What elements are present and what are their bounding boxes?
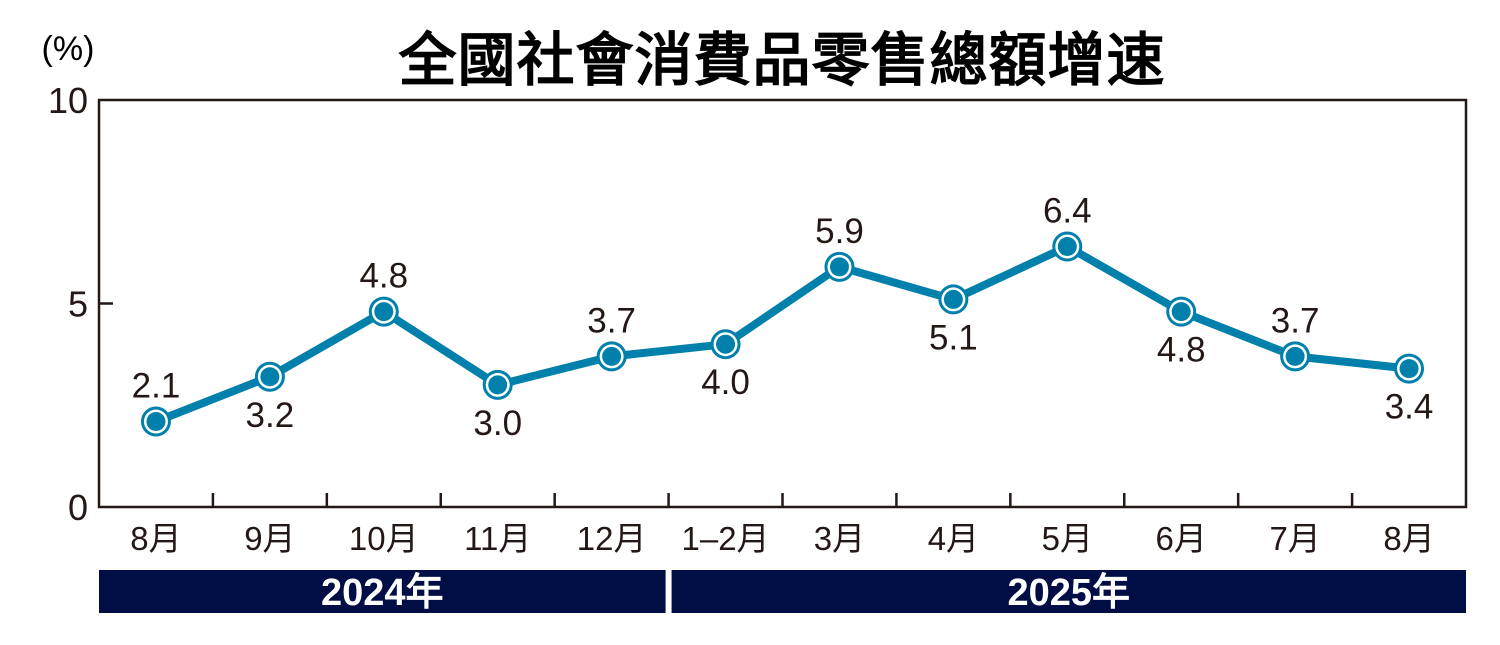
x-tick-label: 9月 bbox=[244, 520, 295, 557]
data-label: 2.1 bbox=[132, 367, 181, 406]
data-label: 6.4 bbox=[1043, 192, 1092, 231]
data-label: 3.0 bbox=[473, 404, 522, 443]
y-tick-label: 10 bbox=[48, 80, 88, 121]
data-point-marker bbox=[254, 361, 285, 392]
chart-title: 全國社會消費品零售總額增速 bbox=[397, 26, 1165, 94]
x-tick-label: 8月 bbox=[130, 520, 181, 557]
x-tick-label: 10月 bbox=[349, 520, 419, 557]
y-tick-label: 5 bbox=[68, 284, 88, 325]
y-tick-label: 0 bbox=[68, 487, 88, 528]
x-tick-label: 6月 bbox=[1156, 520, 1207, 557]
y-axis-ticks: 0 5 10 bbox=[48, 80, 113, 528]
data-point-marker bbox=[1394, 353, 1425, 384]
x-tick-label: 12月 bbox=[577, 520, 647, 557]
x-tick-label: 1–2月 bbox=[682, 520, 770, 557]
year-band-label: 2024年 bbox=[321, 572, 444, 614]
year-band bbox=[671, 570, 1466, 613]
data-label: 3.2 bbox=[246, 396, 295, 435]
data-point-marker bbox=[710, 329, 741, 360]
x-tick-label: 3月 bbox=[814, 520, 865, 557]
year-band bbox=[99, 570, 666, 613]
data-point-marker bbox=[824, 251, 855, 282]
x-axis-ticks bbox=[211, 493, 1354, 507]
data-label: 4.0 bbox=[701, 363, 750, 402]
data-point-marker bbox=[140, 406, 171, 437]
x-tick-label: 8月 bbox=[1383, 520, 1434, 557]
data-point-marker bbox=[482, 369, 513, 400]
data-label: 3.7 bbox=[587, 301, 636, 340]
year-band-label: 2025年 bbox=[1008, 572, 1131, 614]
data-point-marker bbox=[368, 296, 399, 327]
data-point-marker bbox=[938, 284, 969, 315]
x-tick-label: 4月 bbox=[928, 520, 979, 557]
data-label: 4.8 bbox=[359, 257, 408, 296]
data-label: 3.7 bbox=[1271, 301, 1320, 340]
data-point-marker bbox=[1280, 341, 1311, 372]
x-tick-label: 11月 bbox=[464, 520, 531, 557]
data-labels: 2.1 3.2 4.8 3.0 3.7 4.0 5.9 5.1 6.4 4.8 3.7 3.4 bbox=[132, 192, 1434, 443]
x-tick-label: 5月 bbox=[1042, 520, 1093, 557]
x-axis-labels: 8月 9月 10月 11月 12月 1–2月 3月 4月 5月 6月 7月 8月 bbox=[130, 520, 1434, 557]
data-label: 4.8 bbox=[1157, 331, 1206, 370]
data-point-marker bbox=[1052, 231, 1083, 262]
data-point-marker bbox=[1166, 296, 1197, 327]
data-label: 5.9 bbox=[815, 212, 864, 251]
x-tick-label: 7月 bbox=[1269, 520, 1320, 557]
data-points bbox=[140, 231, 1425, 437]
series-line bbox=[151, 242, 1414, 426]
y-axis-unit: (%) bbox=[42, 30, 95, 68]
data-point-marker bbox=[596, 341, 627, 372]
data-label: 5.1 bbox=[929, 318, 978, 357]
year-bands: 2024年 2025年 bbox=[99, 570, 1466, 614]
data-label: 3.4 bbox=[1385, 388, 1434, 427]
